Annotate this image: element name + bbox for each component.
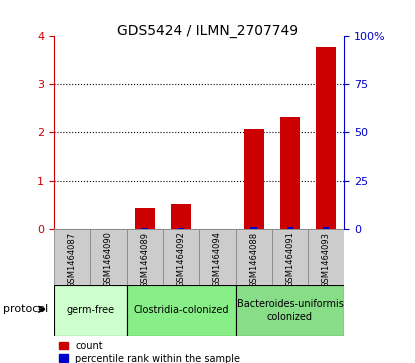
FancyBboxPatch shape: [272, 229, 308, 285]
Text: germ-free: germ-free: [66, 305, 114, 315]
Bar: [135, 208, 155, 229]
Bar: [178, 228, 184, 229]
Text: Clostridia-colonized: Clostridia-colonized: [133, 305, 229, 315]
Text: GSM1464090: GSM1464090: [104, 232, 113, 287]
Text: GDS5424 / ILMN_2707749: GDS5424 / ILMN_2707749: [117, 24, 298, 38]
FancyBboxPatch shape: [54, 229, 90, 285]
FancyBboxPatch shape: [90, 229, 127, 285]
Text: GSM1464093: GSM1464093: [322, 232, 331, 287]
Bar: [171, 204, 191, 229]
Text: GSM1464089: GSM1464089: [140, 232, 149, 287]
FancyBboxPatch shape: [127, 229, 163, 285]
FancyBboxPatch shape: [199, 229, 236, 285]
Legend: count, percentile rank within the sample: count, percentile rank within the sample: [59, 340, 240, 363]
Bar: [316, 47, 336, 229]
FancyBboxPatch shape: [163, 229, 199, 285]
Bar: [287, 227, 293, 229]
Text: Bacteroides-uniformis
colonized: Bacteroides-uniformis colonized: [237, 299, 344, 322]
FancyBboxPatch shape: [308, 229, 344, 285]
Text: GSM1464088: GSM1464088: [249, 232, 258, 287]
FancyBboxPatch shape: [236, 285, 344, 336]
Bar: [244, 129, 264, 229]
Bar: [280, 117, 300, 229]
Bar: [142, 228, 148, 229]
FancyBboxPatch shape: [127, 285, 236, 336]
Text: GSM1464087: GSM1464087: [68, 232, 77, 287]
FancyBboxPatch shape: [236, 229, 272, 285]
FancyBboxPatch shape: [54, 285, 127, 336]
Bar: [251, 227, 257, 229]
Text: GSM1464094: GSM1464094: [213, 232, 222, 287]
Text: GSM1464092: GSM1464092: [176, 232, 186, 287]
Bar: [323, 227, 330, 229]
Text: protocol: protocol: [3, 304, 49, 314]
Text: GSM1464091: GSM1464091: [286, 232, 295, 287]
